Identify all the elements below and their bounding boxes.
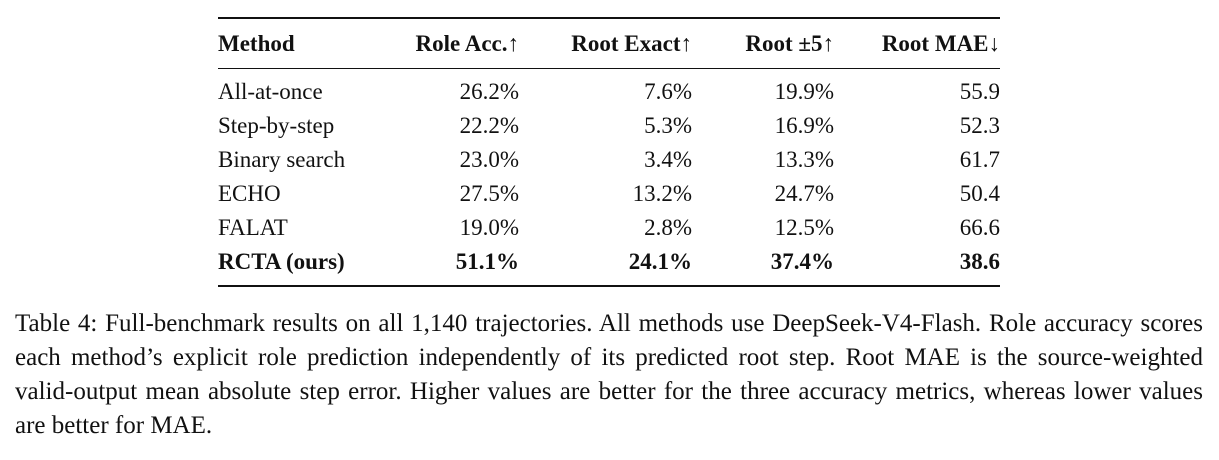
method-cell: RCTA (ours)	[218, 249, 345, 274]
value-cell: 3.4%	[644, 147, 692, 172]
value-cell: 2.8%	[644, 215, 692, 240]
table-body: All-at-once 26.2% 7.6% 19.9% 55.9 Step-by-ste…	[218, 69, 1000, 286]
value-cell: 66.6	[959, 215, 1000, 240]
value-cell: 13.2%	[632, 181, 692, 206]
method-cell: FALAT	[218, 215, 288, 240]
value-cell: 12.5%	[774, 215, 834, 240]
header-row: Method Role Acc.↑ Root Exact↑ Root ±5↑ Root …	[218, 18, 1000, 69]
column-header: Role Acc.↑	[415, 30, 519, 56]
value-cell: 55.9	[959, 79, 1000, 104]
value-cell: 22.2%	[459, 113, 519, 138]
value-cell: 61.7	[959, 147, 1000, 172]
value-cell: 52.3	[959, 113, 1000, 138]
method-cell: Step-by-step	[218, 113, 335, 138]
table-row: Step-by-step 22.2% 5.3% 16.9% 52.3	[218, 109, 1000, 143]
value-cell: 24.1%	[628, 249, 692, 274]
method-cell: Binary search	[218, 147, 346, 172]
column-header: Method	[218, 30, 295, 56]
value-cell: 24.7%	[774, 181, 834, 206]
table-row: Binary search 23.0% 3.4% 13.3% 61.7	[218, 143, 1000, 177]
value-cell: 19.9%	[774, 79, 834, 104]
value-cell: 23.0%	[459, 147, 519, 172]
method-cell: All-at-once	[218, 79, 323, 104]
table-row: RCTA (ours) 51.1% 24.1% 37.4% 38.6	[218, 245, 1000, 286]
method-cell: ECHO	[218, 181, 281, 206]
value-cell: 50.4	[959, 181, 1000, 206]
value-cell: 5.3%	[644, 113, 692, 138]
value-cell: 19.0%	[459, 215, 519, 240]
value-cell: 26.2%	[459, 79, 519, 104]
table-row: FALAT 19.0% 2.8% 12.5% 66.6	[218, 211, 1000, 245]
column-header: Root Exact↑	[571, 30, 692, 56]
caption: Table 4: Full-benchmark results on all 1…	[15, 310, 1203, 439]
table-row: ECHO 27.5% 13.2% 24.7% 50.4	[218, 177, 1000, 211]
value-cell: 13.3%	[774, 147, 834, 172]
column-header: Root ±5↑	[745, 30, 834, 56]
value-cell: 51.1%	[455, 249, 519, 274]
column-header: Root MAE↓	[881, 30, 1000, 56]
value-cell: 38.6	[959, 249, 1000, 274]
results-table: Method Role Acc.↑ Root Exact↑ Root ±5↑ Root …	[218, 17, 1000, 287]
value-cell: 27.5%	[459, 181, 519, 206]
value-cell: 37.4%	[770, 249, 834, 274]
table-row: All-at-once 26.2% 7.6% 19.9% 55.9	[218, 69, 1000, 110]
value-cell: 7.6%	[644, 79, 692, 104]
value-cell: 16.9%	[774, 113, 834, 138]
